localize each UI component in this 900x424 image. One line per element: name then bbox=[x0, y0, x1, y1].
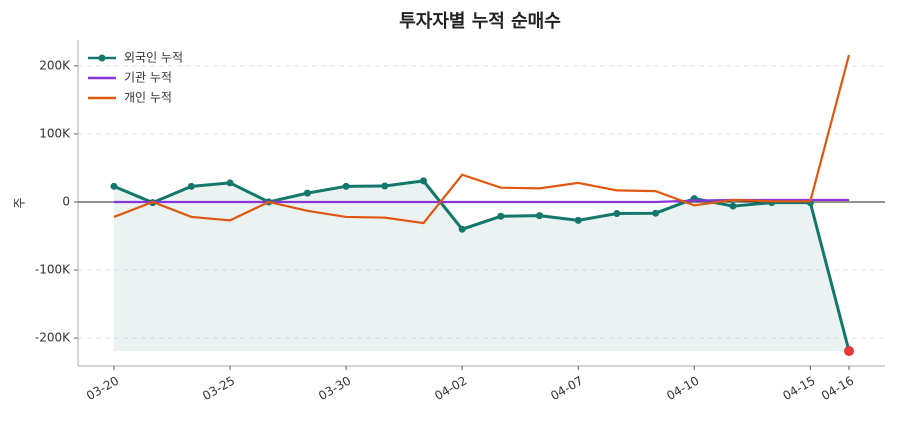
data-point bbox=[187, 182, 195, 190]
legend-label: 기관 누적 bbox=[124, 71, 172, 85]
data-point bbox=[458, 225, 466, 233]
data-point bbox=[419, 177, 427, 185]
series-line bbox=[113, 179, 851, 352]
x-tick-label: 03-25 bbox=[200, 374, 237, 404]
legend-label: 외국인 누적 bbox=[124, 51, 183, 65]
legend-label: 개인 누적 bbox=[124, 91, 172, 105]
y-tick-label: 100K bbox=[39, 126, 71, 140]
data-point bbox=[652, 209, 660, 217]
chart-title: 투자자별 누적 순매수 bbox=[399, 11, 561, 32]
area-fill bbox=[114, 180, 849, 352]
data-point bbox=[574, 216, 582, 224]
data-point bbox=[110, 182, 118, 190]
x-tick-label: 03-30 bbox=[316, 374, 353, 404]
x-tick-label: 04-02 bbox=[432, 374, 469, 404]
legend-marker bbox=[98, 54, 106, 62]
x-tick-label: 04-16 bbox=[819, 374, 856, 404]
data-point bbox=[844, 346, 854, 357]
data-point bbox=[226, 179, 234, 187]
data-point bbox=[303, 189, 311, 197]
y-tick-label: -200K bbox=[35, 331, 71, 345]
data-point bbox=[381, 182, 389, 190]
series-line bbox=[113, 54, 851, 225]
x-tick-label: 03-20 bbox=[84, 374, 121, 404]
x-tick-label: 04-15 bbox=[780, 374, 817, 404]
y-tick-label: 0 bbox=[62, 194, 70, 208]
y-tick-label: -100K bbox=[35, 263, 71, 277]
data-point bbox=[729, 202, 737, 210]
x-tick-label: 04-07 bbox=[548, 374, 585, 404]
x-tick-label: 04-10 bbox=[664, 374, 701, 404]
data-point bbox=[342, 182, 350, 190]
data-point bbox=[497, 212, 505, 220]
y-tick-label: 200K bbox=[39, 58, 71, 72]
data-point bbox=[536, 212, 544, 220]
data-point bbox=[613, 210, 621, 218]
y-axis-label: 주 bbox=[13, 197, 27, 208]
